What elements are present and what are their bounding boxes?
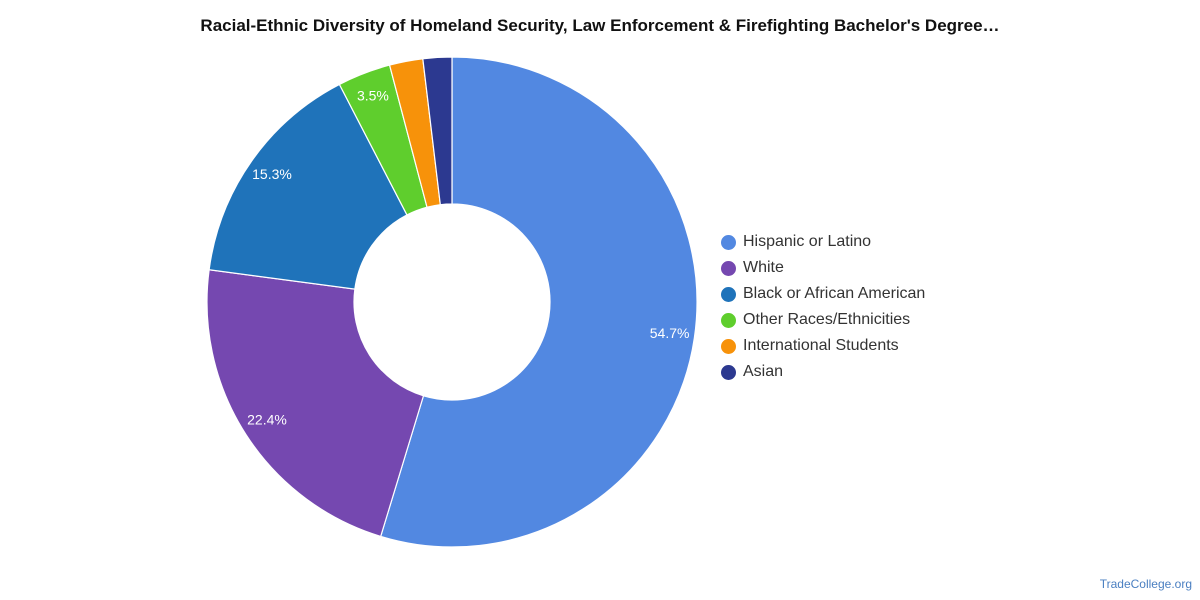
legend-item-asian[interactable]: Asian (721, 359, 925, 385)
donut-slice-black-or-african-american[interactable] (208, 83, 408, 290)
legend-swatch (721, 260, 736, 276)
legend-label: Hispanic or Latino (743, 233, 872, 250)
legend-item-international-students[interactable]: International Students (721, 333, 925, 359)
chart-legend: Hispanic or Latino White Black or Africa… (721, 229, 925, 385)
slice-data-label: 54.7% (650, 325, 690, 341)
legend-swatch (721, 234, 736, 250)
legend-label: International Students (743, 337, 899, 354)
legend-item-hispanic-or-latino[interactable]: Hispanic or Latino (721, 229, 925, 255)
donut-slice-white[interactable] (206, 269, 425, 538)
source-credit[interactable]: TradeCollege.org (1099, 577, 1192, 591)
slice-data-label: 22.4% (247, 412, 287, 428)
legend-swatch (721, 364, 736, 380)
slice-data-label: 15.3% (252, 166, 292, 182)
legend-label: Black or African American (743, 285, 926, 302)
legend-swatch (721, 338, 736, 354)
legend-label: Asian (743, 363, 784, 380)
slice-data-label: 3.5% (357, 87, 389, 103)
legend-swatch (721, 286, 736, 302)
legend-item-other-races-ethnicities[interactable]: Other Races/Ethnicities (721, 307, 925, 333)
legend-label: Other Races/Ethnicities (743, 311, 911, 328)
legend-label: White (743, 259, 784, 276)
legend-item-black-or-african-american[interactable]: Black or African American (721, 281, 925, 307)
donut-slice-hispanic-or-latino[interactable] (379, 56, 698, 548)
chart-title: Racial-Ethnic Diversity of Homeland Secu… (200, 16, 1000, 35)
legend-swatch (721, 312, 736, 328)
legend-item-white[interactable]: White (721, 255, 925, 281)
donut-slice-asian[interactable] (422, 56, 453, 206)
